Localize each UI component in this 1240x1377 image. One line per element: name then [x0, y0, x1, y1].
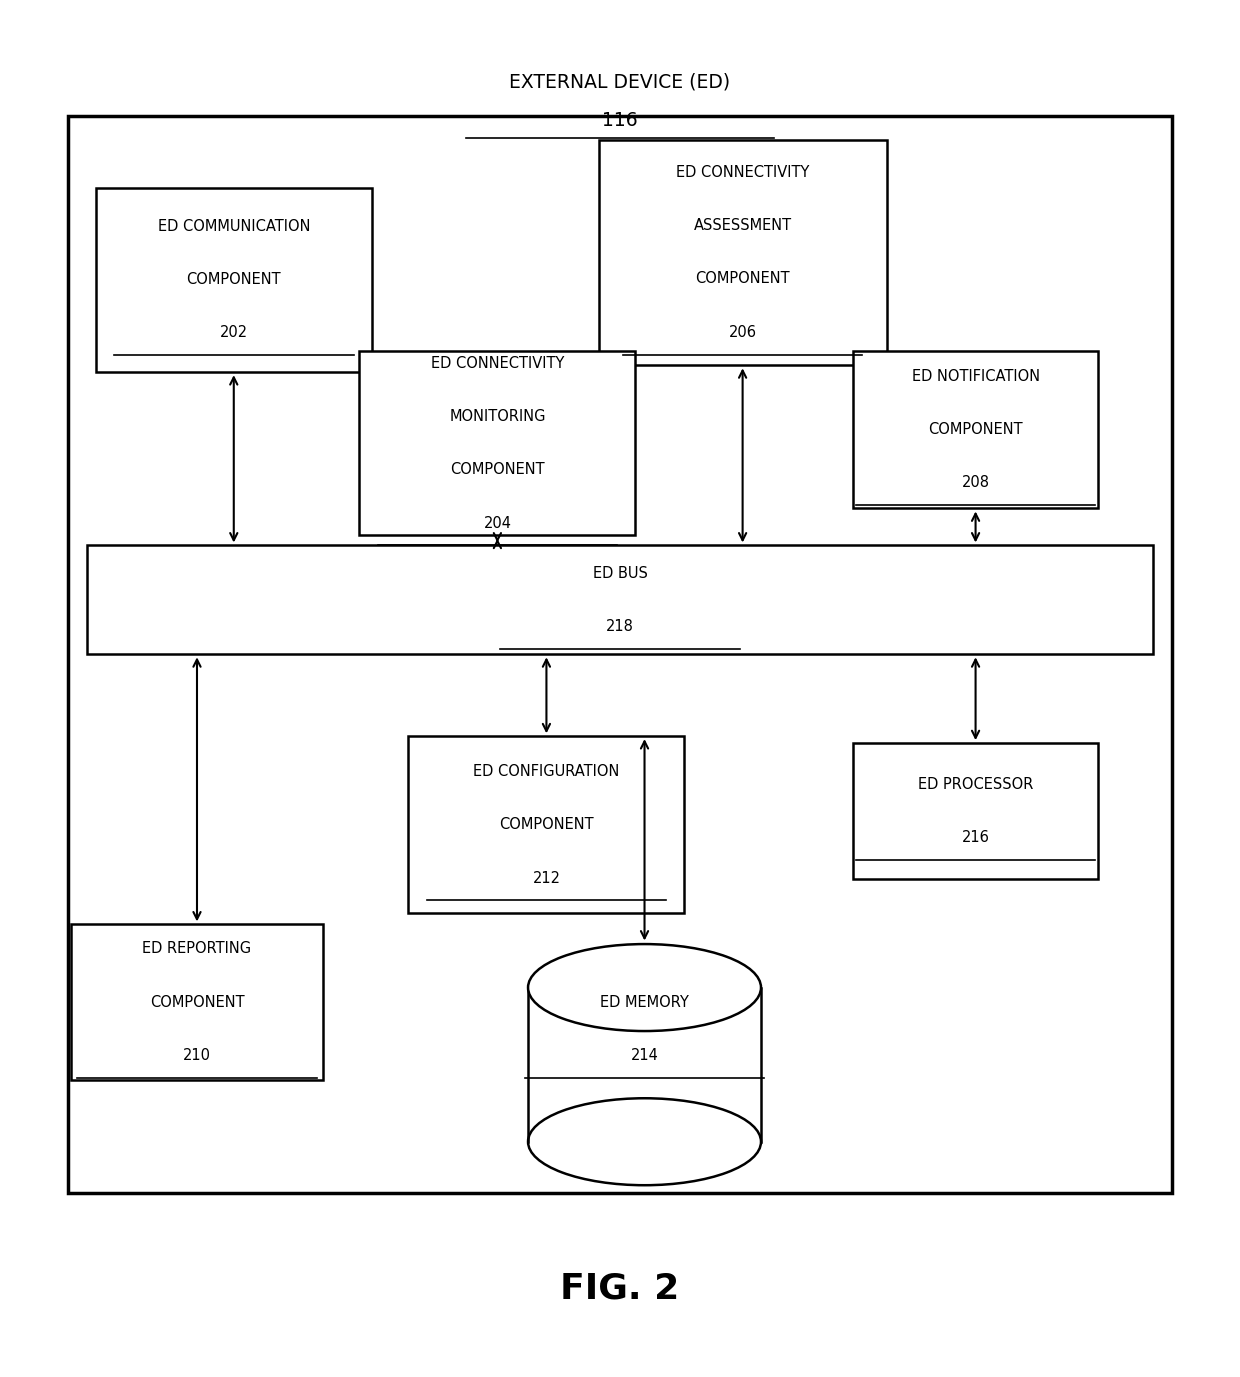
Text: ED COMMUNICATION: ED COMMUNICATION [157, 219, 310, 234]
Text: FIG. 2: FIG. 2 [560, 1271, 680, 1305]
Text: ED CONFIGURATION: ED CONFIGURATION [474, 764, 620, 779]
Text: 206: 206 [729, 325, 756, 340]
Text: 202: 202 [219, 325, 248, 340]
Text: COMPONENT: COMPONENT [500, 818, 594, 832]
Text: 204: 204 [484, 515, 511, 530]
Text: COMPONENT: COMPONENT [929, 421, 1023, 437]
Bar [87, 545, 1153, 654]
Text: ED NOTIFICATION: ED NOTIFICATION [911, 369, 1039, 384]
Text: COMPONENT: COMPONENT [150, 994, 244, 1009]
Text: COMPONENT: COMPONENT [696, 271, 790, 286]
Bar [95, 187, 372, 372]
Text: ED MEMORY: ED MEMORY [600, 996, 689, 1011]
Text: ED CONNECTIVITY: ED CONNECTIVITY [676, 165, 810, 180]
Text: ED PROCESSOR: ED PROCESSOR [918, 777, 1033, 792]
Bar [853, 744, 1099, 880]
Text: EXTERNAL DEVICE (ED): EXTERNAL DEVICE (ED) [510, 73, 730, 91]
Ellipse shape [528, 1099, 761, 1186]
Text: 116: 116 [603, 110, 637, 129]
Bar [68, 116, 1172, 1192]
Bar [72, 924, 322, 1081]
Text: 218: 218 [606, 620, 634, 633]
Text: COMPONENT: COMPONENT [450, 463, 544, 478]
Text: 212: 212 [532, 870, 560, 885]
Bar [360, 351, 635, 536]
Text: ED BUS: ED BUS [593, 566, 647, 581]
Bar [408, 737, 684, 913]
Text: ASSESSMENT: ASSESSMENT [693, 218, 791, 233]
Text: COMPONENT: COMPONENT [186, 273, 281, 286]
Text: MONITORING: MONITORING [449, 409, 546, 424]
Bar [853, 351, 1099, 508]
Text: ED CONNECTIVITY: ED CONNECTIVITY [430, 355, 564, 370]
Ellipse shape [528, 945, 761, 1031]
Text: ED REPORTING: ED REPORTING [143, 942, 252, 956]
Text: 210: 210 [184, 1048, 211, 1063]
Text: 208: 208 [961, 475, 990, 490]
Bar [599, 140, 887, 365]
Text: 216: 216 [962, 830, 990, 845]
Bar [528, 987, 761, 1142]
Text: 214: 214 [631, 1048, 658, 1063]
